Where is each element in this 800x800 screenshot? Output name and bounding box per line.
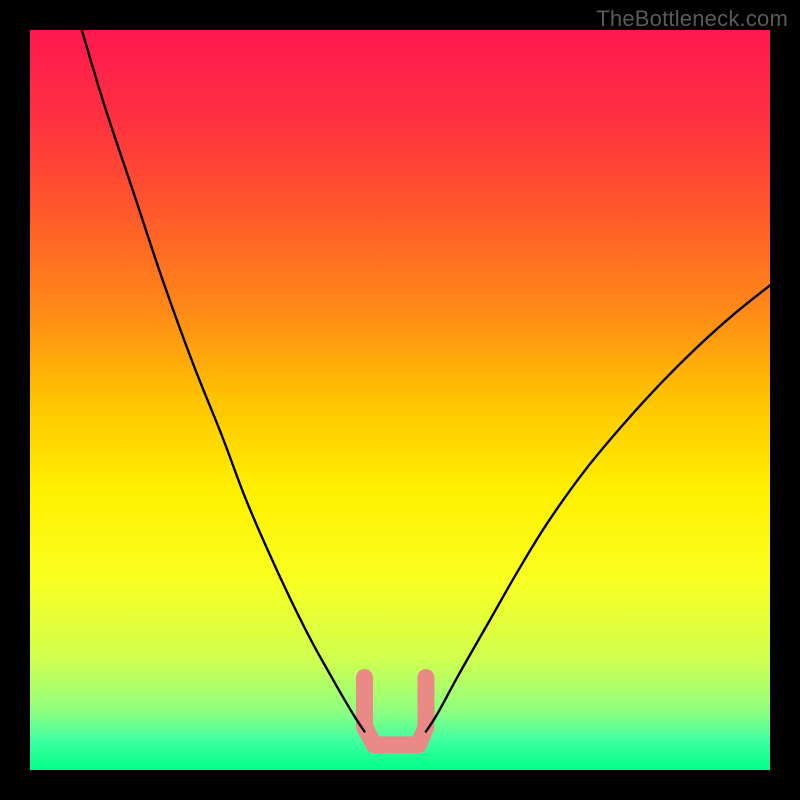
left-curve bbox=[82, 30, 365, 732]
plot-area bbox=[30, 30, 770, 770]
chart-container: TheBottleneck.com bbox=[0, 0, 800, 800]
valley-marker bbox=[364, 678, 425, 745]
watermark-text: TheBottleneck.com bbox=[596, 6, 788, 32]
curves-layer bbox=[30, 30, 770, 770]
right-curve bbox=[426, 285, 770, 731]
